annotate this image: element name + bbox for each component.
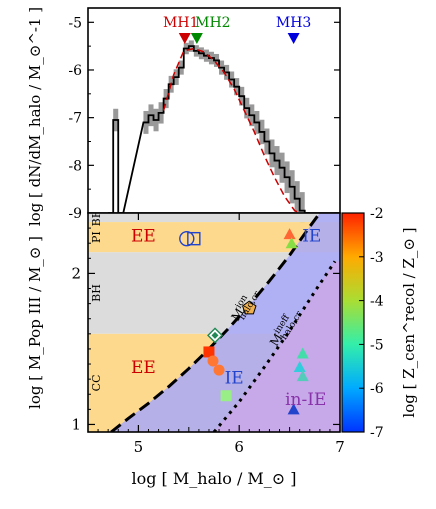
data-points [179,228,309,415]
colorbar-ticks: -7 -6 -5 -4 -3 -2 [359,206,384,441]
y-tick-label: -5 [68,15,82,31]
region-label: EE [131,358,156,378]
point-square [220,390,232,402]
y-tick-label: -7 [68,111,82,127]
marker-label: MH2 [195,15,230,31]
point-triangle [296,370,309,382]
colorbar-tick-label: -5 [370,337,384,353]
colorbar-tick-label: -2 [370,206,384,222]
bottom-y-axis-label: log [ M_Pop III / M_⊙ ] [26,236,44,409]
region-label: IE [225,369,244,389]
in-ie-region [214,261,340,432]
y-tick-label: 1 [71,415,81,433]
colorbar-tick-label: -4 [370,294,384,310]
region-label: EE [131,227,156,247]
x-tick-label: 5 [134,438,144,456]
x-tick-label: 6 [234,438,244,456]
y-tick-label: -6 [68,63,82,79]
point-triangle [283,228,296,240]
top-y-axis-label: log [ dN/dM_halo / M_⊙^-1 ] [26,7,44,226]
point-circle-open [179,230,195,247]
y-tick-label: 2 [71,264,81,282]
colorbar-tick-label: -6 [370,381,384,397]
point-triangle [287,403,300,415]
colorbar-gradient [341,212,365,433]
fit-curve [162,47,301,214]
band-label: BH [90,284,103,302]
point-diamond-core [211,331,219,339]
point-square-open [187,231,201,246]
point-circle [207,355,219,367]
y-tick-label: -8 [68,158,82,174]
region-labels: EE IE EE IE in-IE [131,227,326,410]
point-triangle [285,237,298,249]
ion-curve [110,213,322,432]
critical-curves [110,213,337,432]
histogram-line [108,45,310,214]
ineff-curve [212,260,337,432]
point-pentagon [242,300,257,315]
point-circle [213,364,225,376]
marker-label: MH3 [276,15,311,31]
band-labels: BH PI BH CC [90,209,103,391]
colorbar-tick-label: -7 [370,425,384,441]
marker-triangle [287,33,300,44]
x-tick-label: 7 [335,438,345,456]
top-panel-frame [87,7,341,214]
region-label: IE [302,227,321,247]
point-square [203,346,215,358]
x-axis-label: log [ M_halo / M_⊙ ] [131,469,296,488]
bottom-panel-frame [87,212,341,433]
bottom-y-ticks: 12 [71,227,340,433]
point-triangle [293,361,306,373]
band-label: PI [90,231,103,243]
curve-label: Mionhalo,cr [228,284,264,325]
marker-label: MH1 [163,15,198,31]
region-label: in-IE [285,390,326,410]
band-label: CC [90,374,103,391]
colorbar-tick-label: -3 [370,250,384,266]
point-triangle [296,347,309,359]
band-label: BH [90,209,103,227]
colorbar-label: log [ Z_cen^recol / Z_⊙ ] [400,227,418,417]
marker-triangle [178,33,191,44]
x-ticks: 5 6 7 [97,213,345,456]
marker-triangle [190,33,203,44]
y-tick-label: -9 [68,206,82,222]
band-rect [88,213,340,223]
colorbar: -7 -6 -5 -4 -3 -2 log [ Z_cen^recol / Z_⊙ ] [341,206,418,441]
